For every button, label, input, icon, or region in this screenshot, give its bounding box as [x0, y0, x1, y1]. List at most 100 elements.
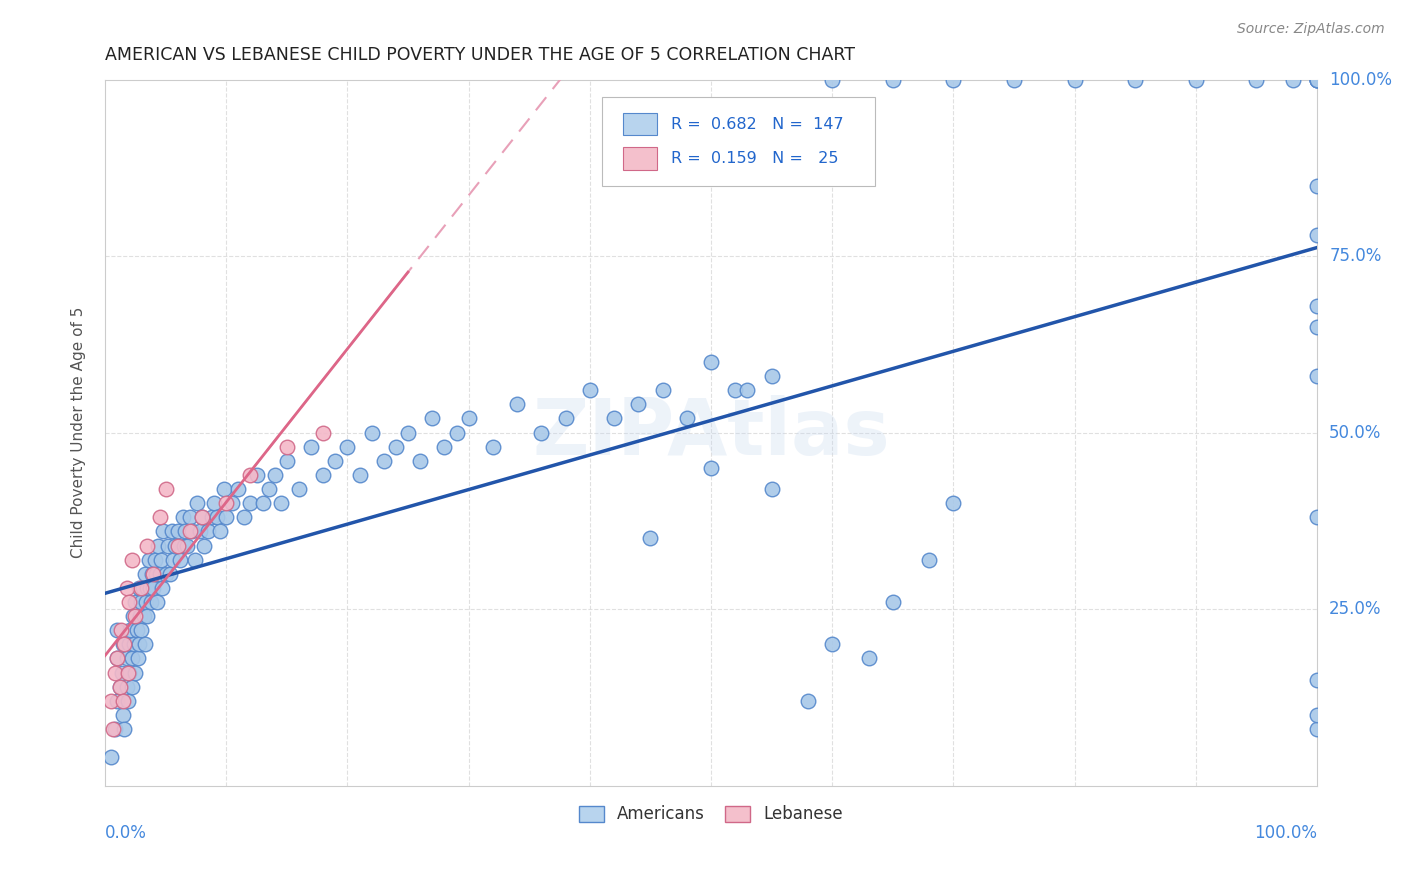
Point: [252, 496, 274, 510]
Point: [228, 482, 250, 496]
Point: [1306, 708, 1329, 723]
Point: [245, 467, 267, 482]
Point: [700, 355, 723, 369]
Point: [918, 552, 941, 566]
Point: [179, 510, 201, 524]
Point: [761, 369, 783, 384]
Point: [150, 581, 173, 595]
Point: [104, 665, 127, 680]
Point: [122, 637, 145, 651]
Point: [193, 539, 215, 553]
Point: [166, 524, 188, 539]
Legend: Americans, Lebanese: Americans, Lebanese: [572, 799, 849, 830]
Point: [129, 609, 152, 624]
Point: [821, 72, 844, 87]
Point: [148, 510, 170, 524]
Point: [409, 454, 432, 468]
Point: [1306, 510, 1329, 524]
Point: [288, 482, 311, 496]
Y-axis label: Child Poverty Under the Age of 5: Child Poverty Under the Age of 5: [72, 307, 86, 558]
Point: [155, 566, 177, 581]
Point: [1306, 227, 1329, 242]
Point: [215, 510, 238, 524]
Point: [145, 566, 167, 581]
Point: [446, 425, 468, 440]
Point: [142, 566, 165, 581]
Point: [205, 510, 228, 524]
Point: [124, 665, 146, 680]
Point: [160, 524, 183, 539]
Point: [131, 595, 153, 609]
Point: [132, 609, 155, 624]
Point: [257, 482, 280, 496]
Point: [112, 694, 135, 708]
Point: [1306, 369, 1329, 384]
Point: [141, 566, 163, 581]
Point: [700, 461, 723, 475]
Point: [1306, 72, 1329, 87]
Point: [1246, 72, 1268, 87]
Point: [122, 609, 145, 624]
Point: [197, 524, 219, 539]
Point: [117, 694, 139, 708]
Point: [105, 694, 128, 708]
Point: [134, 637, 156, 651]
Point: [121, 651, 143, 665]
Point: [201, 510, 224, 524]
Point: [118, 665, 141, 680]
Point: [112, 722, 135, 736]
Text: 25.0%: 25.0%: [1329, 600, 1382, 618]
Point: [115, 581, 138, 595]
Point: [181, 524, 204, 539]
Text: 50.0%: 50.0%: [1329, 424, 1382, 442]
Point: [127, 651, 149, 665]
Point: [108, 680, 131, 694]
Point: [1185, 72, 1208, 87]
Point: [1306, 72, 1329, 87]
Point: [162, 552, 184, 566]
Point: [336, 440, 359, 454]
Point: [174, 524, 197, 539]
Point: [215, 496, 238, 510]
Point: [108, 680, 131, 694]
Point: [103, 722, 125, 736]
Point: [128, 637, 150, 651]
Point: [100, 750, 122, 764]
Point: [239, 496, 262, 510]
Text: AMERICAN VS LEBANESE CHILD POVERTY UNDER THE AGE OF 5 CORRELATION CHART: AMERICAN VS LEBANESE CHILD POVERTY UNDER…: [105, 46, 855, 64]
Point: [233, 510, 256, 524]
Point: [136, 609, 159, 624]
Point: [221, 496, 243, 510]
Point: [202, 496, 225, 510]
Point: [1123, 72, 1146, 87]
Point: [136, 539, 159, 553]
Point: [1306, 673, 1329, 687]
Point: [942, 496, 965, 510]
Point: [457, 411, 479, 425]
Point: [188, 524, 211, 539]
Point: [209, 524, 232, 539]
Point: [1063, 72, 1085, 87]
Point: [120, 624, 142, 638]
Point: [111, 665, 134, 680]
Point: [737, 384, 759, 398]
Point: [186, 496, 208, 510]
Point: [139, 595, 162, 609]
Point: [165, 539, 187, 553]
Point: [212, 482, 235, 496]
Point: [1306, 722, 1329, 736]
Point: [675, 411, 697, 425]
Point: [797, 694, 820, 708]
Point: [858, 651, 880, 665]
Point: [142, 581, 165, 595]
Point: [157, 539, 180, 553]
Point: [1306, 319, 1329, 334]
Point: [761, 482, 783, 496]
Point: [627, 397, 650, 411]
Point: [349, 467, 371, 482]
Point: [105, 624, 128, 638]
Text: 100.0%: 100.0%: [1329, 70, 1392, 88]
Point: [276, 454, 298, 468]
Text: R =  0.159   N =   25: R = 0.159 N = 25: [671, 152, 838, 166]
Text: 0.0%: 0.0%: [105, 824, 146, 842]
